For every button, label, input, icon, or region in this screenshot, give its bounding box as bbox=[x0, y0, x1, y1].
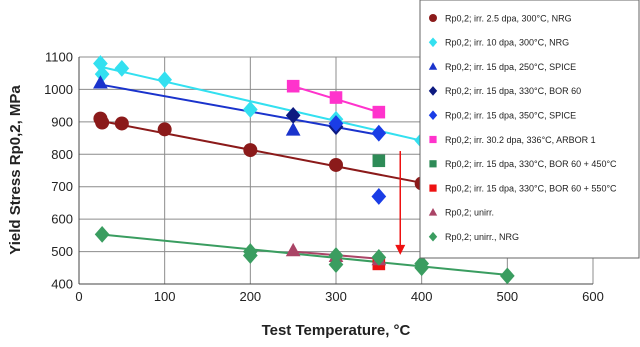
x-tick-label: 200 bbox=[239, 289, 261, 304]
data-point bbox=[285, 122, 301, 136]
x-axis-title: Test Temperature, °C bbox=[262, 322, 411, 339]
data-point bbox=[242, 101, 258, 118]
x-tick-label: 100 bbox=[154, 289, 176, 304]
data-point bbox=[414, 259, 430, 277]
legend-marker bbox=[429, 184, 437, 192]
legend-marker bbox=[428, 208, 438, 216]
fit-line bbox=[100, 119, 422, 184]
y-tick-label: 900 bbox=[51, 114, 73, 129]
data-point bbox=[499, 267, 515, 285]
x-tick-label: 0 bbox=[75, 289, 82, 304]
legend-marker bbox=[429, 14, 437, 22]
data-point bbox=[114, 116, 129, 131]
y-axis-title: Yield Stress Rp0,2, MPa bbox=[7, 85, 24, 255]
x-tick-label: 500 bbox=[496, 289, 518, 304]
data-point bbox=[286, 79, 300, 93]
data-point bbox=[371, 249, 387, 266]
y-tick-label: 400 bbox=[51, 277, 73, 292]
y-tick-label: 800 bbox=[51, 147, 73, 162]
legend-label: Rp0,2; irr. 30.2 dpa, 336°C, ARBOR 1 bbox=[445, 135, 596, 145]
data-point bbox=[329, 91, 343, 104]
legend-label: Rp0,2; unirr., NRG bbox=[445, 232, 519, 242]
arrow-head bbox=[395, 244, 406, 255]
x-tick-labels: 0 100 200 300 400 500 600 bbox=[75, 289, 603, 304]
data-point bbox=[157, 122, 172, 137]
legend-label: Rp0,2; irr. 2.5 dpa, 300°C, NRG bbox=[445, 13, 572, 23]
y-tick-label: 1100 bbox=[45, 50, 73, 65]
legend-marker bbox=[429, 160, 437, 168]
y-tick-labels: 400 500 600 700 800 900 1000 1100 bbox=[44, 50, 73, 292]
legend-label: Rp0,2; irr. 15 dpa, 350°C, SPICE bbox=[445, 111, 576, 121]
fit-line bbox=[100, 65, 422, 142]
data-point bbox=[371, 124, 387, 142]
legend-marker bbox=[429, 135, 437, 144]
x-tick-label: 300 bbox=[325, 289, 347, 304]
y-tick-label: 1000 bbox=[44, 82, 73, 97]
data-point bbox=[93, 55, 108, 72]
data-point bbox=[94, 225, 110, 243]
legend-label: Rp0,2; unirr. bbox=[445, 208, 494, 218]
data-point bbox=[328, 115, 344, 132]
legend-marker bbox=[428, 86, 438, 96]
legend-label: Rp0,2; irr. 10 dpa, 300°C, NRG bbox=[445, 38, 569, 48]
legend-marker bbox=[428, 231, 438, 242]
data-point bbox=[371, 188, 387, 205]
x-tick-label: 400 bbox=[411, 289, 433, 304]
data-point bbox=[329, 157, 343, 172]
data-point bbox=[93, 75, 108, 89]
data-point bbox=[95, 115, 110, 130]
data-point bbox=[243, 143, 258, 158]
data-point bbox=[285, 106, 301, 124]
data-point bbox=[114, 59, 130, 77]
y-tick-label: 600 bbox=[51, 212, 73, 227]
data-point bbox=[372, 154, 386, 168]
legend-marker bbox=[428, 110, 438, 120]
data-point bbox=[94, 65, 110, 83]
data-point bbox=[157, 71, 173, 89]
fit-line bbox=[100, 233, 508, 276]
legend-label: Rp0,2; irr. 15 dpa, 330°C, BOR 60 + 450°… bbox=[445, 159, 617, 169]
data-point bbox=[328, 247, 344, 264]
y-tick-label: 700 bbox=[51, 179, 73, 194]
legend-box bbox=[419, 0, 640, 259]
legend-label: Rp0,2; irr. 15 dpa, 330°C, BOR 60 + 550°… bbox=[445, 183, 617, 193]
legend-marker bbox=[428, 37, 438, 48]
data-point bbox=[328, 256, 344, 273]
data-point bbox=[285, 242, 301, 257]
annotations bbox=[395, 151, 406, 255]
y-tick-label: 500 bbox=[51, 244, 73, 259]
legend-label: Rp0,2; irr. 15 dpa, 330°C, BOR 60 bbox=[445, 86, 581, 96]
x-tick-label: 600 bbox=[582, 289, 604, 304]
legend: Rp0,2; irr. 2.5 dpa, 300°C, NRG Rp0,2; ir… bbox=[419, 0, 640, 259]
data-point bbox=[372, 105, 386, 119]
legend-marker bbox=[428, 62, 438, 70]
legend-label: Rp0,2; irr. 15 dpa, 250°C, SPICE bbox=[445, 62, 576, 72]
data-point bbox=[242, 247, 258, 264]
